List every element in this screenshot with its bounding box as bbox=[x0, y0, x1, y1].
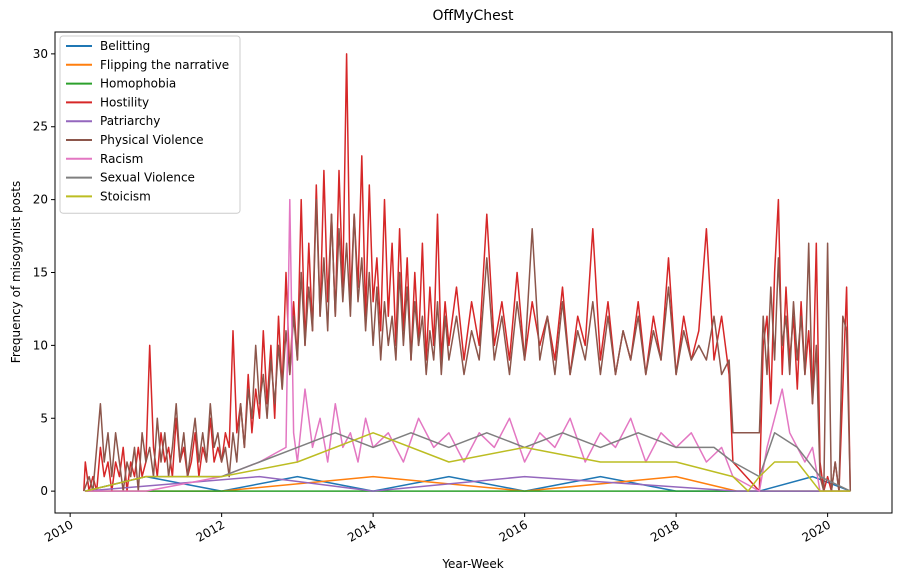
legend-label: Sexual Violence bbox=[100, 171, 195, 185]
y-tick-label: 25 bbox=[33, 120, 48, 134]
series-line-6 bbox=[83, 198, 852, 492]
legend-label: Belitting bbox=[100, 39, 150, 53]
y-axis: 0 5 10 15 20 25 30 bbox=[33, 47, 55, 498]
series-line-9 bbox=[85, 432, 851, 492]
y-tick-label: 0 bbox=[40, 484, 48, 498]
series-line-8 bbox=[85, 432, 851, 492]
y-tick-label: 15 bbox=[33, 266, 48, 280]
legend-box bbox=[59, 35, 241, 214]
y-tick-label: 10 bbox=[33, 338, 48, 352]
chart-title: OffMyChest bbox=[432, 8, 514, 24]
y-tick-label: 30 bbox=[33, 47, 48, 61]
y-tick-label: 20 bbox=[33, 193, 48, 207]
plot-area bbox=[54, 31, 893, 514]
legend-label: Homophobia bbox=[100, 77, 176, 91]
series-line-7 bbox=[85, 198, 851, 492]
legend-label: Hostility bbox=[100, 95, 149, 109]
x-axis-title: Year-Week bbox=[441, 557, 503, 571]
series-line-4 bbox=[83, 53, 852, 492]
legend-label: Stoicism bbox=[100, 189, 151, 203]
legend-label: Patriarchy bbox=[100, 114, 160, 128]
legend-label: Physical Violence bbox=[100, 133, 204, 147]
series-layer bbox=[83, 53, 852, 492]
legend-label: Racism bbox=[100, 152, 143, 166]
legend: Belitting Flipping the narrative Homophobi… bbox=[59, 35, 241, 214]
legend-label: Flipping the narrative bbox=[100, 58, 229, 72]
y-tick-label: 5 bbox=[40, 411, 48, 425]
y-axis-title: Frequency of misogynist posts bbox=[9, 181, 23, 363]
